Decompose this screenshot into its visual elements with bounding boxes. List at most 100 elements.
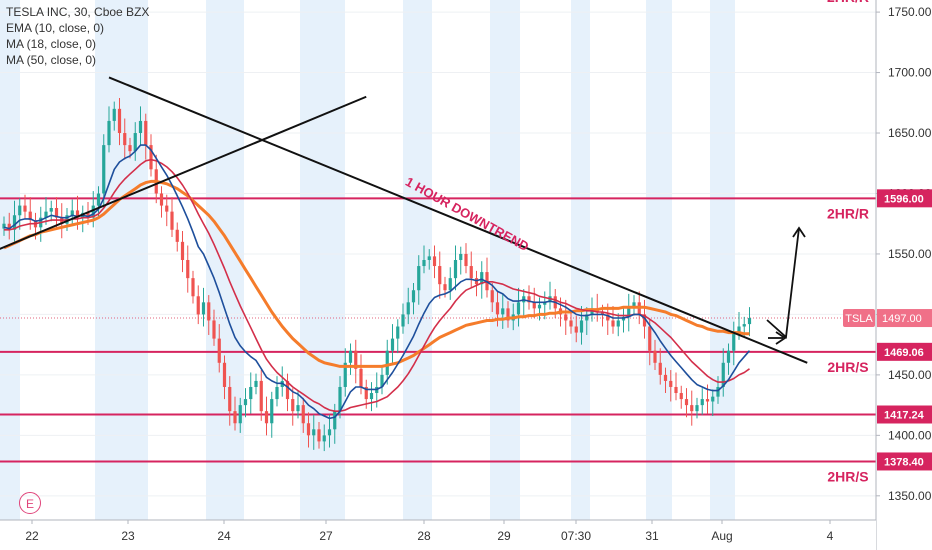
price-tick-label: 1550.00	[888, 247, 932, 261]
candle-body	[406, 302, 410, 315]
level-tag: 2HR/S	[827, 468, 868, 484]
candle-body	[159, 193, 164, 206]
candle-body	[18, 205, 22, 216]
candle-body	[327, 429, 332, 436]
price-tick-label: 1700.00	[888, 66, 932, 80]
price-axis: 1350.001400.001450.001500.001550.001600.…	[843, 0, 932, 550]
candle-body	[490, 290, 494, 303]
candle-body	[70, 210, 74, 216]
candle-body	[401, 314, 405, 327]
candle-body	[658, 362, 662, 375]
level-tag-cut: 2HR/R	[827, 0, 869, 5]
candle-body	[86, 212, 90, 218]
candle-body	[348, 350, 353, 363]
session-band	[490, 0, 520, 520]
candle-body	[632, 302, 636, 309]
level-price-label: 1417.24	[884, 410, 925, 422]
candle-body	[117, 108, 122, 134]
candle-body	[338, 386, 342, 412]
candle-body	[653, 350, 657, 363]
candle-body	[12, 215, 17, 230]
time-tick-label: 22	[25, 529, 39, 543]
candle-body	[569, 320, 573, 327]
ema10-line	[3, 144, 751, 420]
candle-body	[716, 386, 720, 397]
candle-body	[390, 338, 395, 351]
candle-body	[585, 314, 589, 321]
candle-body	[249, 386, 253, 400]
time-tick-label: 27	[319, 529, 333, 543]
candle-body	[705, 399, 710, 402]
arrow-head	[792, 226, 806, 238]
candle-body	[669, 380, 673, 387]
legend-ma18[interactable]: MA (18, close, 0)	[6, 37, 97, 51]
candle-body	[138, 120, 143, 134]
legend: TESLA INC, 30, Cboe BZX EMA (10, close, …	[6, 4, 149, 68]
candle-body	[732, 332, 736, 351]
level-price-badge	[877, 342, 932, 361]
candle-body	[275, 386, 279, 400]
candle-body	[427, 256, 431, 260]
time-tick-label: 28	[417, 529, 431, 543]
session-band	[95, 0, 148, 520]
time-tick-label: 24	[217, 529, 231, 543]
candle-body	[306, 423, 311, 436]
candle-body	[380, 374, 384, 387]
last-price-badge	[877, 309, 932, 328]
candle-body	[175, 229, 179, 242]
candle-body	[543, 302, 547, 305]
level-tag: 2HR/R	[827, 205, 869, 221]
time-tick-label: 29	[497, 529, 511, 543]
candle-body	[165, 205, 169, 212]
candle-body	[112, 108, 116, 121]
candle-body	[679, 393, 683, 400]
price-tick-label: 1400.00	[888, 428, 932, 442]
candle-body	[354, 350, 358, 369]
candle-body	[527, 296, 531, 303]
candle-body	[532, 302, 536, 309]
candle-body	[301, 405, 305, 424]
session-band	[300, 0, 345, 520]
earnings-event-icon[interactable]: E	[19, 492, 41, 514]
candle-body	[91, 205, 95, 218]
session-band	[646, 0, 672, 520]
candle-body	[259, 380, 263, 412]
candle-body	[422, 260, 426, 267]
candle-body	[443, 284, 447, 291]
candle-body	[606, 314, 610, 321]
level-price-label: 1596.00	[884, 193, 924, 205]
candle-body	[359, 368, 363, 387]
legend-title[interactable]: TESLA INC, 30, Cboe BZX	[6, 5, 150, 19]
candle-body	[196, 296, 200, 315]
arrow-head	[775, 331, 787, 345]
price-tick-label: 1450.00	[888, 368, 932, 382]
candle-body	[291, 399, 295, 412]
candle-body	[270, 399, 274, 424]
candle-body	[564, 314, 568, 321]
candle-body	[438, 266, 442, 285]
level-price-badge	[877, 189, 932, 208]
candle-body	[296, 405, 300, 412]
candle-body	[648, 326, 652, 351]
time-tick-label: 07:30	[561, 529, 591, 543]
candle-body	[149, 145, 153, 170]
time-tick-label: 31	[645, 529, 659, 543]
trendlines-layer	[0, 76, 808, 364]
level-lines-layer	[0, 197, 876, 463]
candle-body	[343, 362, 347, 387]
candle-body	[684, 399, 689, 406]
candle-body	[44, 211, 48, 218]
legend-ma50[interactable]: MA (50, close, 0)	[6, 53, 97, 67]
candle-body	[7, 223, 11, 230]
candle-body	[464, 253, 468, 267]
candle-body	[495, 302, 500, 315]
candle-body	[170, 211, 174, 230]
session-band	[710, 0, 735, 520]
candle-body	[54, 208, 59, 218]
candle-body	[238, 405, 242, 424]
legend-ema[interactable]: EMA (10, close, 0)	[6, 21, 105, 35]
candle-body	[448, 278, 452, 291]
candle-body	[333, 411, 337, 430]
